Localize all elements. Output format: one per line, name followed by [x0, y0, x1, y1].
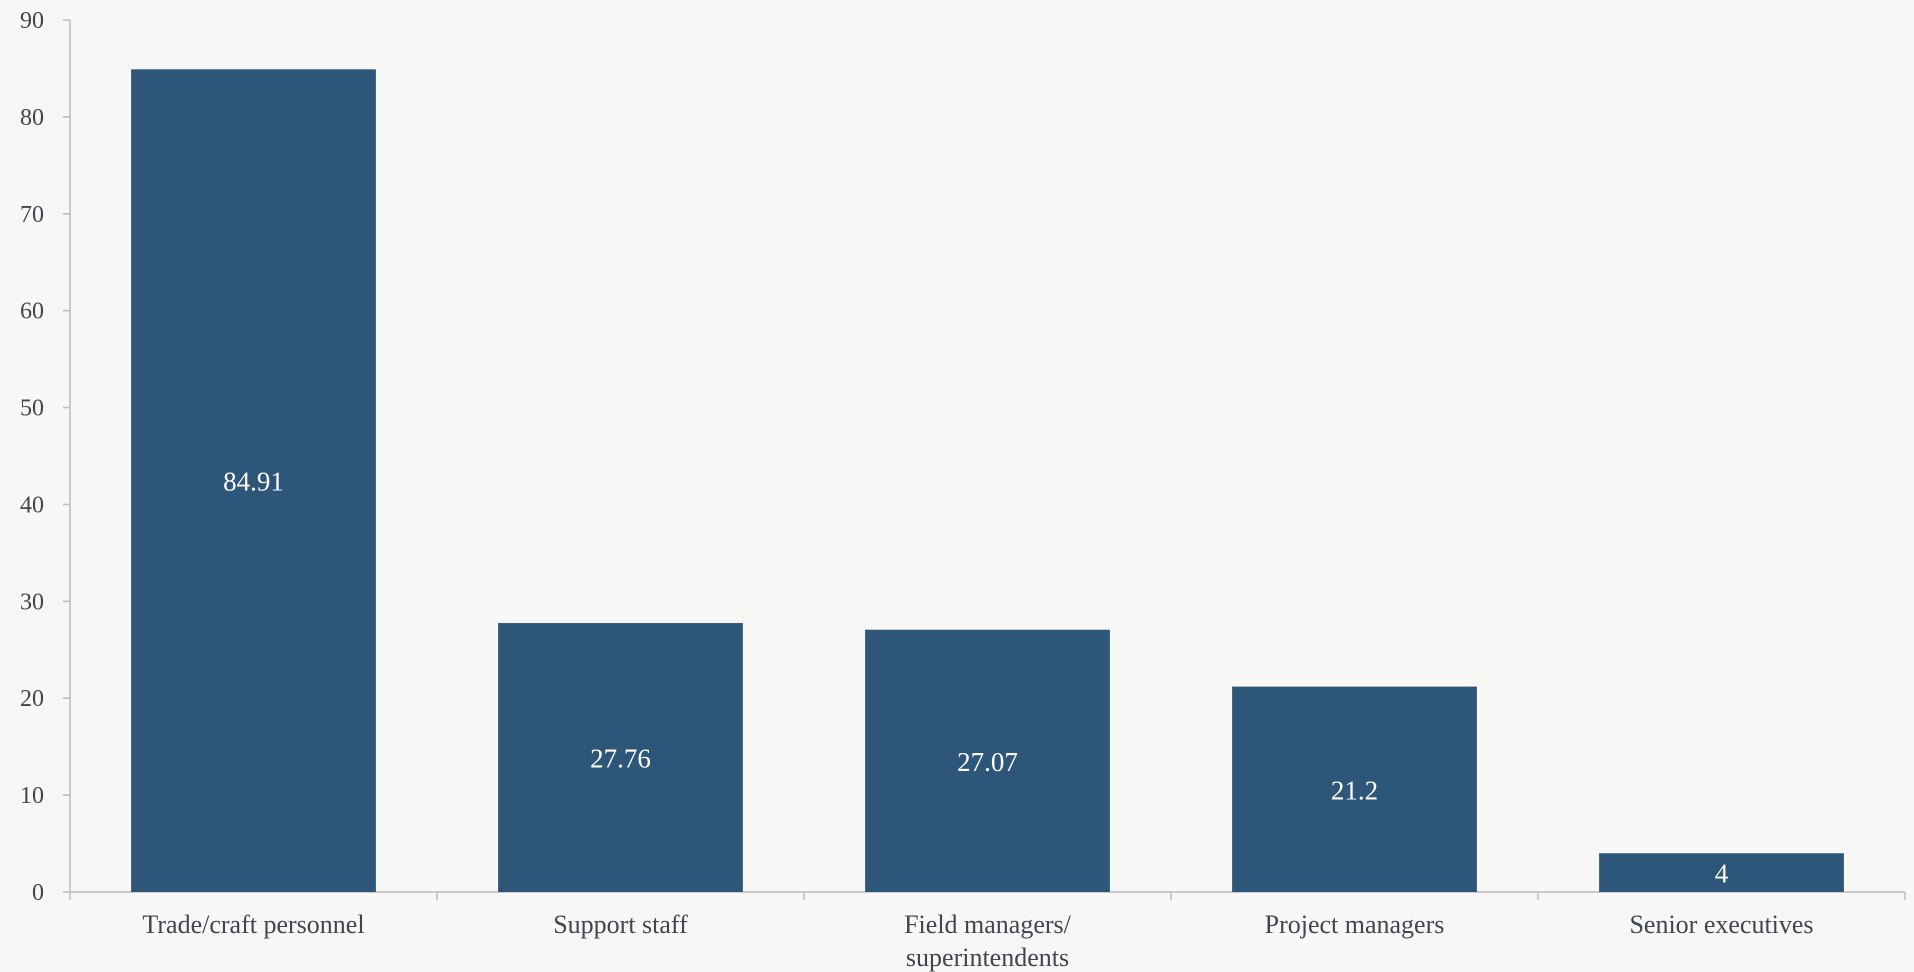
y-tick-label: 40: [20, 492, 44, 518]
x-category-label: Trade/craft personnel: [142, 910, 364, 939]
y-tick-label: 60: [20, 299, 44, 325]
bar: [498, 623, 743, 892]
x-category-label-line: Senior executives: [1629, 910, 1813, 939]
x-category-label-line: Project managers: [1265, 910, 1445, 939]
x-category-label: Support staff: [553, 910, 688, 939]
x-category-label: Senior executives: [1629, 910, 1813, 939]
bars: [131, 69, 1844, 892]
x-axis: Trade/craft personnel Support staff Field …: [69, 891, 1906, 972]
x-category-label-line: Field managers/: [904, 910, 1072, 939]
x-category-label-line: Support staff: [553, 910, 688, 939]
y-tick-label: 50: [20, 396, 44, 422]
y-tick-label: 30: [20, 589, 44, 615]
bar: [1599, 853, 1844, 892]
data-labels: 84.91 27.76 27.07 21.2 4: [223, 467, 1729, 889]
x-category-label: Project managers: [1265, 910, 1445, 939]
data-label: 27.76: [590, 744, 651, 774]
y-tick-label: 20: [20, 686, 44, 712]
y-tick-label: 0: [32, 880, 44, 906]
bar: [865, 629, 1110, 892]
y-tick-label: 70: [20, 202, 44, 228]
data-label: 21.2: [1331, 775, 1378, 805]
data-label: 27.07: [957, 747, 1018, 777]
bar: [131, 69, 376, 892]
x-category-label-line: Trade/craft personnel: [142, 910, 364, 939]
y-tick-label: 80: [20, 105, 44, 131]
data-label: 4: [1715, 859, 1729, 889]
y-tick-label: 10: [20, 783, 44, 809]
data-label: 84.91: [223, 467, 284, 497]
y-axis: 0 10 20 30 40 50 60 70 80 90: [20, 8, 71, 906]
x-category-label-line: superintendents: [906, 943, 1069, 972]
bar: [1232, 686, 1477, 892]
y-tick-label: 90: [20, 8, 44, 34]
x-category-label: Field managers/superintendents: [904, 910, 1072, 972]
